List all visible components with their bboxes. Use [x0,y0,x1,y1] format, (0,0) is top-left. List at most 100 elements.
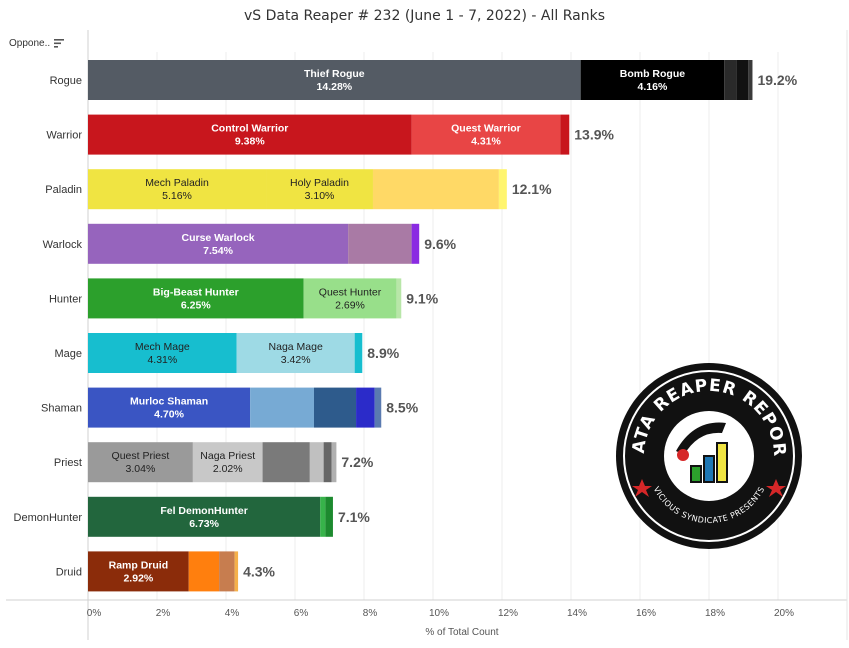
bar-segment [88,387,251,428]
bar-segment [266,169,373,210]
bar-segment [88,223,349,264]
x-tick-label: 2% [156,608,171,619]
segment-value-label: 4.16% [638,81,668,93]
opponent-axis-header[interactable]: Oppone.. [9,38,65,49]
category-label: Hunter [49,293,82,305]
bar-segment [560,114,570,155]
segment-label: Control Warrior [211,123,288,135]
bar-segment [88,442,193,483]
segment-label: Curse Warlock [181,232,254,244]
segment-value-label: 2.69% [335,299,365,311]
segment-label: Naga Priest [200,450,255,462]
segment-value-label: 6.73% [189,518,219,530]
bar-segment [411,114,561,155]
x-tick-label: 6% [294,608,309,619]
bar-segment [411,223,420,264]
bar-segment [88,114,412,155]
bar-segment [325,496,333,537]
bar-segment [192,442,263,483]
segment-label: Ramp Druid [109,559,169,571]
x-tick-label: 18% [705,608,725,619]
bar-total-label: 4.3% [243,563,275,579]
bar-segment [580,60,725,100]
bar-segment [323,442,332,483]
bar-segment [250,387,314,428]
sort-descending-icon[interactable] [54,39,65,48]
segment-value-label: 4.70% [154,409,184,421]
category-label: Warlock [43,239,83,251]
bar-segment [748,60,753,100]
data-reaper-report-logo: DATA REAPER REPORT VICIOUS SYNDICATE PRE… [614,361,802,549]
bar-total-label: 9.1% [406,290,438,306]
bar-segment [374,387,382,428]
segment-label: Quest Hunter [319,286,382,298]
segment-value-label: 5.16% [162,190,192,202]
bar-segment [188,551,220,592]
category-label: Priest [54,457,82,469]
bar-total-label: 13.9% [574,127,614,143]
bar-segment [348,223,412,264]
segment-value-label: 4.31% [147,354,177,366]
bar-segment [88,333,237,373]
segment-value-label: 7.54% [203,245,233,257]
x-tick-label: 20% [774,608,794,619]
category-label: Paladin [45,184,82,196]
x-tick-label: 8% [363,608,378,619]
bar-total-label: 7.1% [338,509,370,525]
bar-total-label: 8.5% [386,400,418,416]
bar-segment [88,60,581,100]
segment-label: Naga Mage [269,341,323,353]
bar-total-label: 7.2% [341,454,373,470]
bar-segment [356,387,375,428]
bar-segment [498,169,507,210]
opponent-axis-label: Oppone.. [9,38,51,49]
logo-ring [623,370,795,542]
segment-label: Fel DemonHunter [160,505,248,517]
segment-label: Big-Beast Hunter [153,286,239,298]
bar-segment [88,169,267,210]
bar-segment [262,442,310,483]
x-tick-label: 12% [498,608,518,619]
bar-segment [309,442,324,483]
bar-segment [331,442,337,483]
logo-star-left [632,479,652,497]
segment-label: Quest Warrior [451,123,521,135]
segment-value-label: 2.02% [213,463,243,475]
segment-value-label: 2.92% [123,572,153,584]
x-axis-title: % of Total Count [425,627,498,638]
segment-value-label: 9.38% [235,136,265,148]
bar-segment [303,278,397,319]
bar-total-label: 12.1% [512,181,552,197]
x-tick-label: 4% [225,608,240,619]
segment-label: Mech Paladin [145,177,209,189]
bar-total-label: 9.6% [424,236,456,252]
category-label: Rogue [50,75,82,87]
x-tick-label: 14% [567,608,587,619]
bar-total-label: 8.9% [367,345,399,361]
bar-segment [234,551,239,592]
bar-segment [236,333,355,373]
bar-segment [320,496,326,537]
logo-star-right [766,479,786,497]
category-label: DemonHunter [14,512,83,524]
x-tick-label: 10% [429,608,449,619]
segment-value-label: 14.28% [317,81,353,93]
x-tick-label: 16% [636,608,656,619]
x-axis: 0% 2% 4% 6% 8% 10% 12% 14% 16% 18% 20% % of Total C… [87,608,794,638]
category-label: Shaman [41,403,82,415]
logo-bar-icon [676,422,728,483]
segment-value-label: 3.04% [126,463,156,475]
bar-segment [354,333,363,373]
category-labels: Rogue 19.2% Warrior 13.9% Paladin 12.1% Warloc… [14,72,798,579]
bar-segment [88,551,189,592]
bar-segment [88,278,304,319]
bar-segment [724,60,737,100]
bar-segment [88,496,321,537]
bar-segment [396,278,402,319]
segment-label: Bomb Rogue [620,68,685,80]
bar-segment [219,551,235,592]
segment-label: Mech Mage [135,341,190,353]
segment-label: Holy Paladin [290,177,349,189]
segment-value-label: 4.31% [471,136,501,148]
